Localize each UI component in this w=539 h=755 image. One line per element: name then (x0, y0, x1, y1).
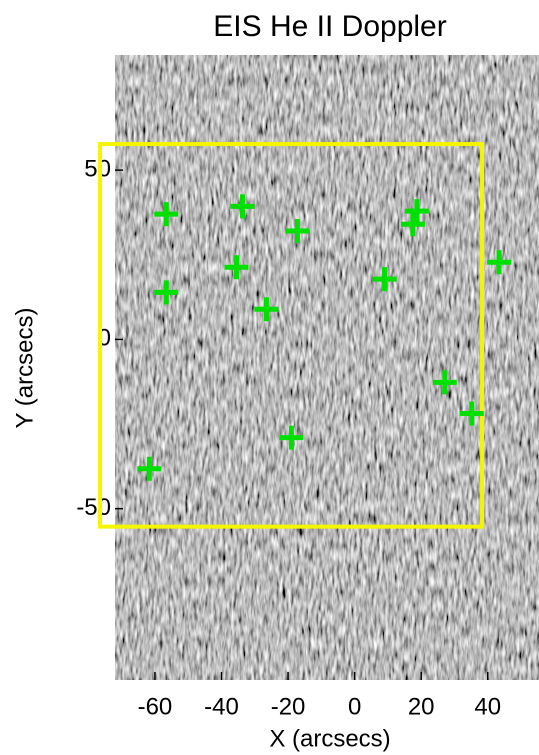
x-tick-label: 40 (474, 693, 501, 720)
chart-title: EIS He II Doppler (213, 10, 446, 43)
x-tick-label: -60 (138, 693, 173, 720)
x-tick-label: 20 (408, 693, 435, 720)
y-tick-label: -50 (76, 494, 111, 521)
x-tick-label: 0 (348, 693, 361, 720)
doppler-image (115, 55, 539, 680)
x-tick-label: -20 (271, 693, 306, 720)
chart: EIS He II Doppler X (arcsecs) Y (arcsecs… (0, 0, 539, 755)
y-axis-label: Y (arcsecs) (11, 308, 38, 429)
x-tick-label: -40 (204, 693, 239, 720)
x-axis-label: X (arcsecs) (269, 725, 390, 752)
y-tick-label: 50 (84, 155, 111, 182)
